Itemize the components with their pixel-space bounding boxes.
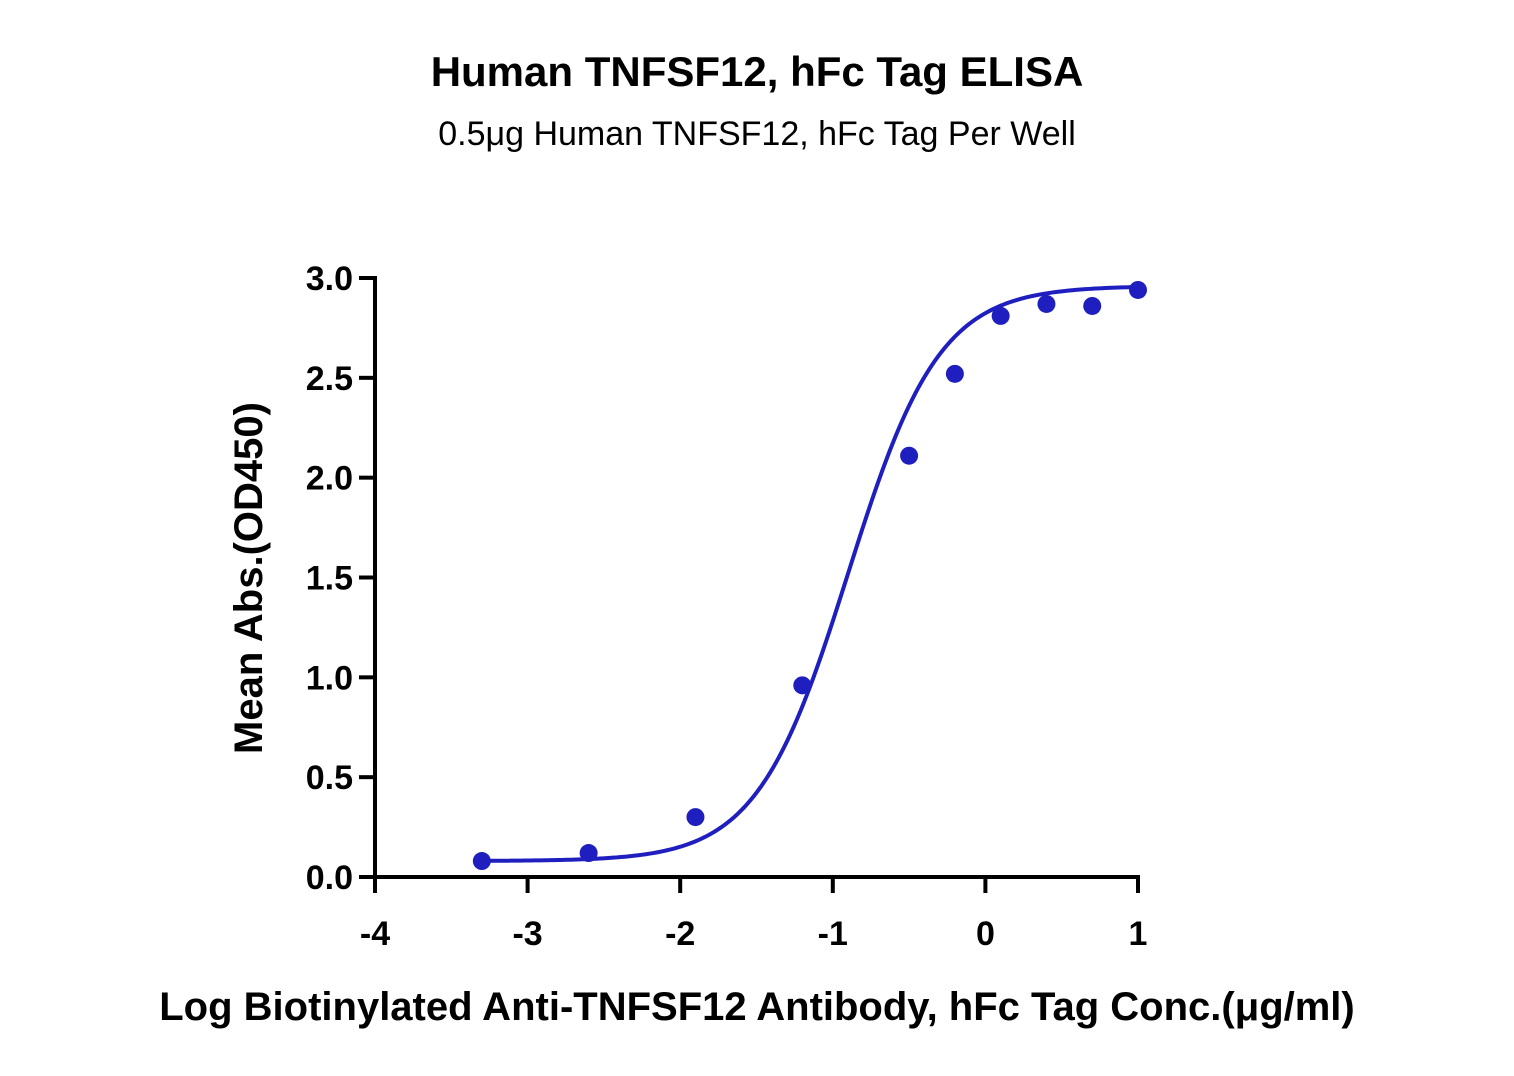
axes: 0.0 0.5 1.0 1.5 2.0 2.5 3.0 -4 -3 -2 -1 0 1 bbox=[306, 260, 1148, 953]
x-tick-label: -4 bbox=[360, 915, 390, 953]
data-point bbox=[472, 852, 491, 871]
x-tick-label: -2 bbox=[665, 915, 695, 953]
x-axis-title: Log Biotinylated Anti-TNFSF12 Antibody, … bbox=[159, 985, 1355, 1029]
data-point bbox=[991, 306, 1010, 325]
data-point bbox=[945, 364, 964, 383]
chart-subtitle: 0.5μg Human TNFSF12, hFc Tag Per Well bbox=[438, 115, 1076, 153]
x-tick-label: 0 bbox=[976, 915, 995, 953]
data-point bbox=[793, 676, 812, 695]
x-tick-label: -1 bbox=[818, 915, 848, 953]
y-axis-title: Mean Abs.(OD450) bbox=[227, 402, 271, 754]
fit-curve-layer bbox=[481, 285, 1139, 863]
fit-curve bbox=[481, 285, 1139, 863]
data-point bbox=[1129, 280, 1147, 299]
y-tick-label: 3.0 bbox=[306, 260, 353, 298]
x-tick-label: 1 bbox=[1129, 915, 1148, 953]
data-point bbox=[579, 844, 598, 863]
y-tick-label: 2.5 bbox=[306, 360, 353, 398]
data-point bbox=[686, 808, 705, 827]
y-tick-label: 1.5 bbox=[306, 560, 353, 598]
data-points-layer bbox=[472, 280, 1147, 871]
data-point bbox=[1083, 296, 1102, 315]
chart-title: Human TNFSF12, hFc Tag ELISA bbox=[430, 48, 1084, 95]
y-tick-label: 0.0 bbox=[306, 859, 353, 897]
data-point bbox=[1037, 294, 1056, 313]
y-tick-label: 0.5 bbox=[306, 759, 353, 797]
x-tick-label: -3 bbox=[512, 915, 542, 953]
y-tick-label: 2.0 bbox=[306, 460, 353, 498]
y-tick-label: 1.0 bbox=[306, 659, 353, 697]
data-point bbox=[900, 446, 919, 465]
